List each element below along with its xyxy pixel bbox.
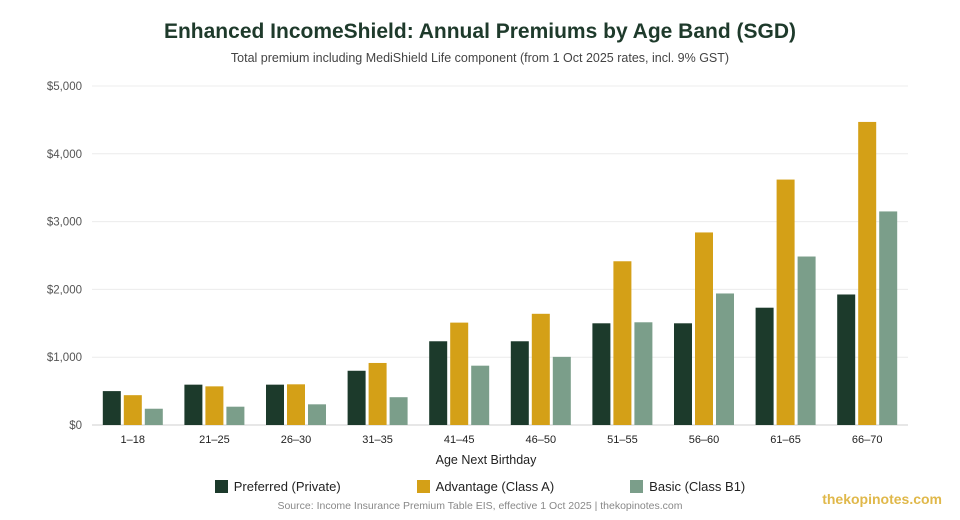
- y-tick-label: $4,000: [47, 149, 82, 161]
- bar: [389, 397, 408, 425]
- legend: Preferred (Private) Advantage (Class A) Ba…: [0, 479, 960, 494]
- bar: [592, 323, 611, 425]
- bar: [266, 384, 284, 425]
- bar: [347, 370, 366, 425]
- x-tick-label: 66–70: [852, 434, 883, 446]
- legend-item: Basic (Class B1): [630, 479, 745, 494]
- x-tick-label: 21–25: [199, 434, 230, 446]
- bar: [205, 386, 224, 425]
- x-tick-label: 56–60: [689, 434, 720, 446]
- x-tick-label: 46–50: [526, 434, 557, 446]
- x-tick-label: 41–45: [444, 434, 475, 446]
- legend-swatch: [416, 480, 430, 493]
- bar: [471, 365, 490, 425]
- bar: [837, 294, 856, 425]
- y-tick-label: $5,000: [47, 81, 82, 93]
- bar: [552, 356, 571, 425]
- bar: [755, 307, 774, 425]
- x-tick-label: 31–35: [362, 434, 393, 446]
- chart-title: Enhanced IncomeShield: Annual Premiums b…: [163, 20, 797, 43]
- y-tick-label: $3,000: [47, 217, 82, 229]
- source-note: Source: Income Insurance Premium Table E…: [277, 500, 683, 512]
- bar: [123, 395, 142, 425]
- bar: [613, 261, 632, 425]
- legend-item: Preferred (Private): [214, 479, 341, 494]
- chart-subtitle: Total premium including MediShield Life …: [230, 51, 730, 65]
- x-tick-label: 61–65: [770, 434, 801, 446]
- bar: [226, 406, 245, 425]
- brand-watermark: thekopinotes.com: [822, 491, 942, 507]
- x-axis-label: Age Next Birthday: [436, 453, 537, 467]
- bar: [368, 362, 387, 425]
- x-axis-ticks: 1–18 21–25 26–30 31–35 41–45 46–50 51–55 56–60 6…: [121, 434, 883, 446]
- x-tick-label: 26–30: [281, 434, 312, 446]
- legend-item: Advantage (Class A): [416, 479, 555, 494]
- bar-chart: $0 $1,000 $2,000 $3,000 $4,000 $5,000 1–18 21–…: [47, 81, 908, 467]
- legend-label: Basic (Class B1): [649, 479, 746, 494]
- y-tick-label: $1,000: [47, 352, 82, 364]
- bar: [531, 313, 550, 425]
- bar: [429, 341, 448, 425]
- bar: [716, 293, 734, 425]
- bar: [797, 256, 816, 425]
- x-tick-label: 1–18: [121, 434, 145, 446]
- y-tick-label: $2,000: [47, 284, 82, 296]
- bar-group: [102, 121, 898, 426]
- legend-swatch: [214, 480, 228, 493]
- bar: [674, 323, 692, 425]
- bar: [102, 391, 121, 425]
- y-axis-ticks: $0 $1,000 $2,000 $3,000 $4,000 $5,000: [47, 81, 82, 432]
- bar: [184, 384, 203, 425]
- bar: [308, 404, 326, 425]
- bar: [879, 211, 898, 425]
- bar: [695, 232, 713, 425]
- bar: [858, 121, 877, 426]
- bar: [510, 341, 529, 425]
- bar: [144, 408, 163, 425]
- bar: [287, 384, 305, 425]
- legend-label: Preferred (Private): [233, 479, 341, 494]
- x-tick-label: 51–55: [607, 434, 638, 446]
- bar: [634, 322, 653, 425]
- bar: [776, 179, 795, 425]
- legend-swatch: [630, 480, 644, 493]
- legend-label: Advantage (Class A): [435, 479, 555, 494]
- y-tick-label: $0: [69, 420, 82, 432]
- bar: [450, 322, 469, 425]
